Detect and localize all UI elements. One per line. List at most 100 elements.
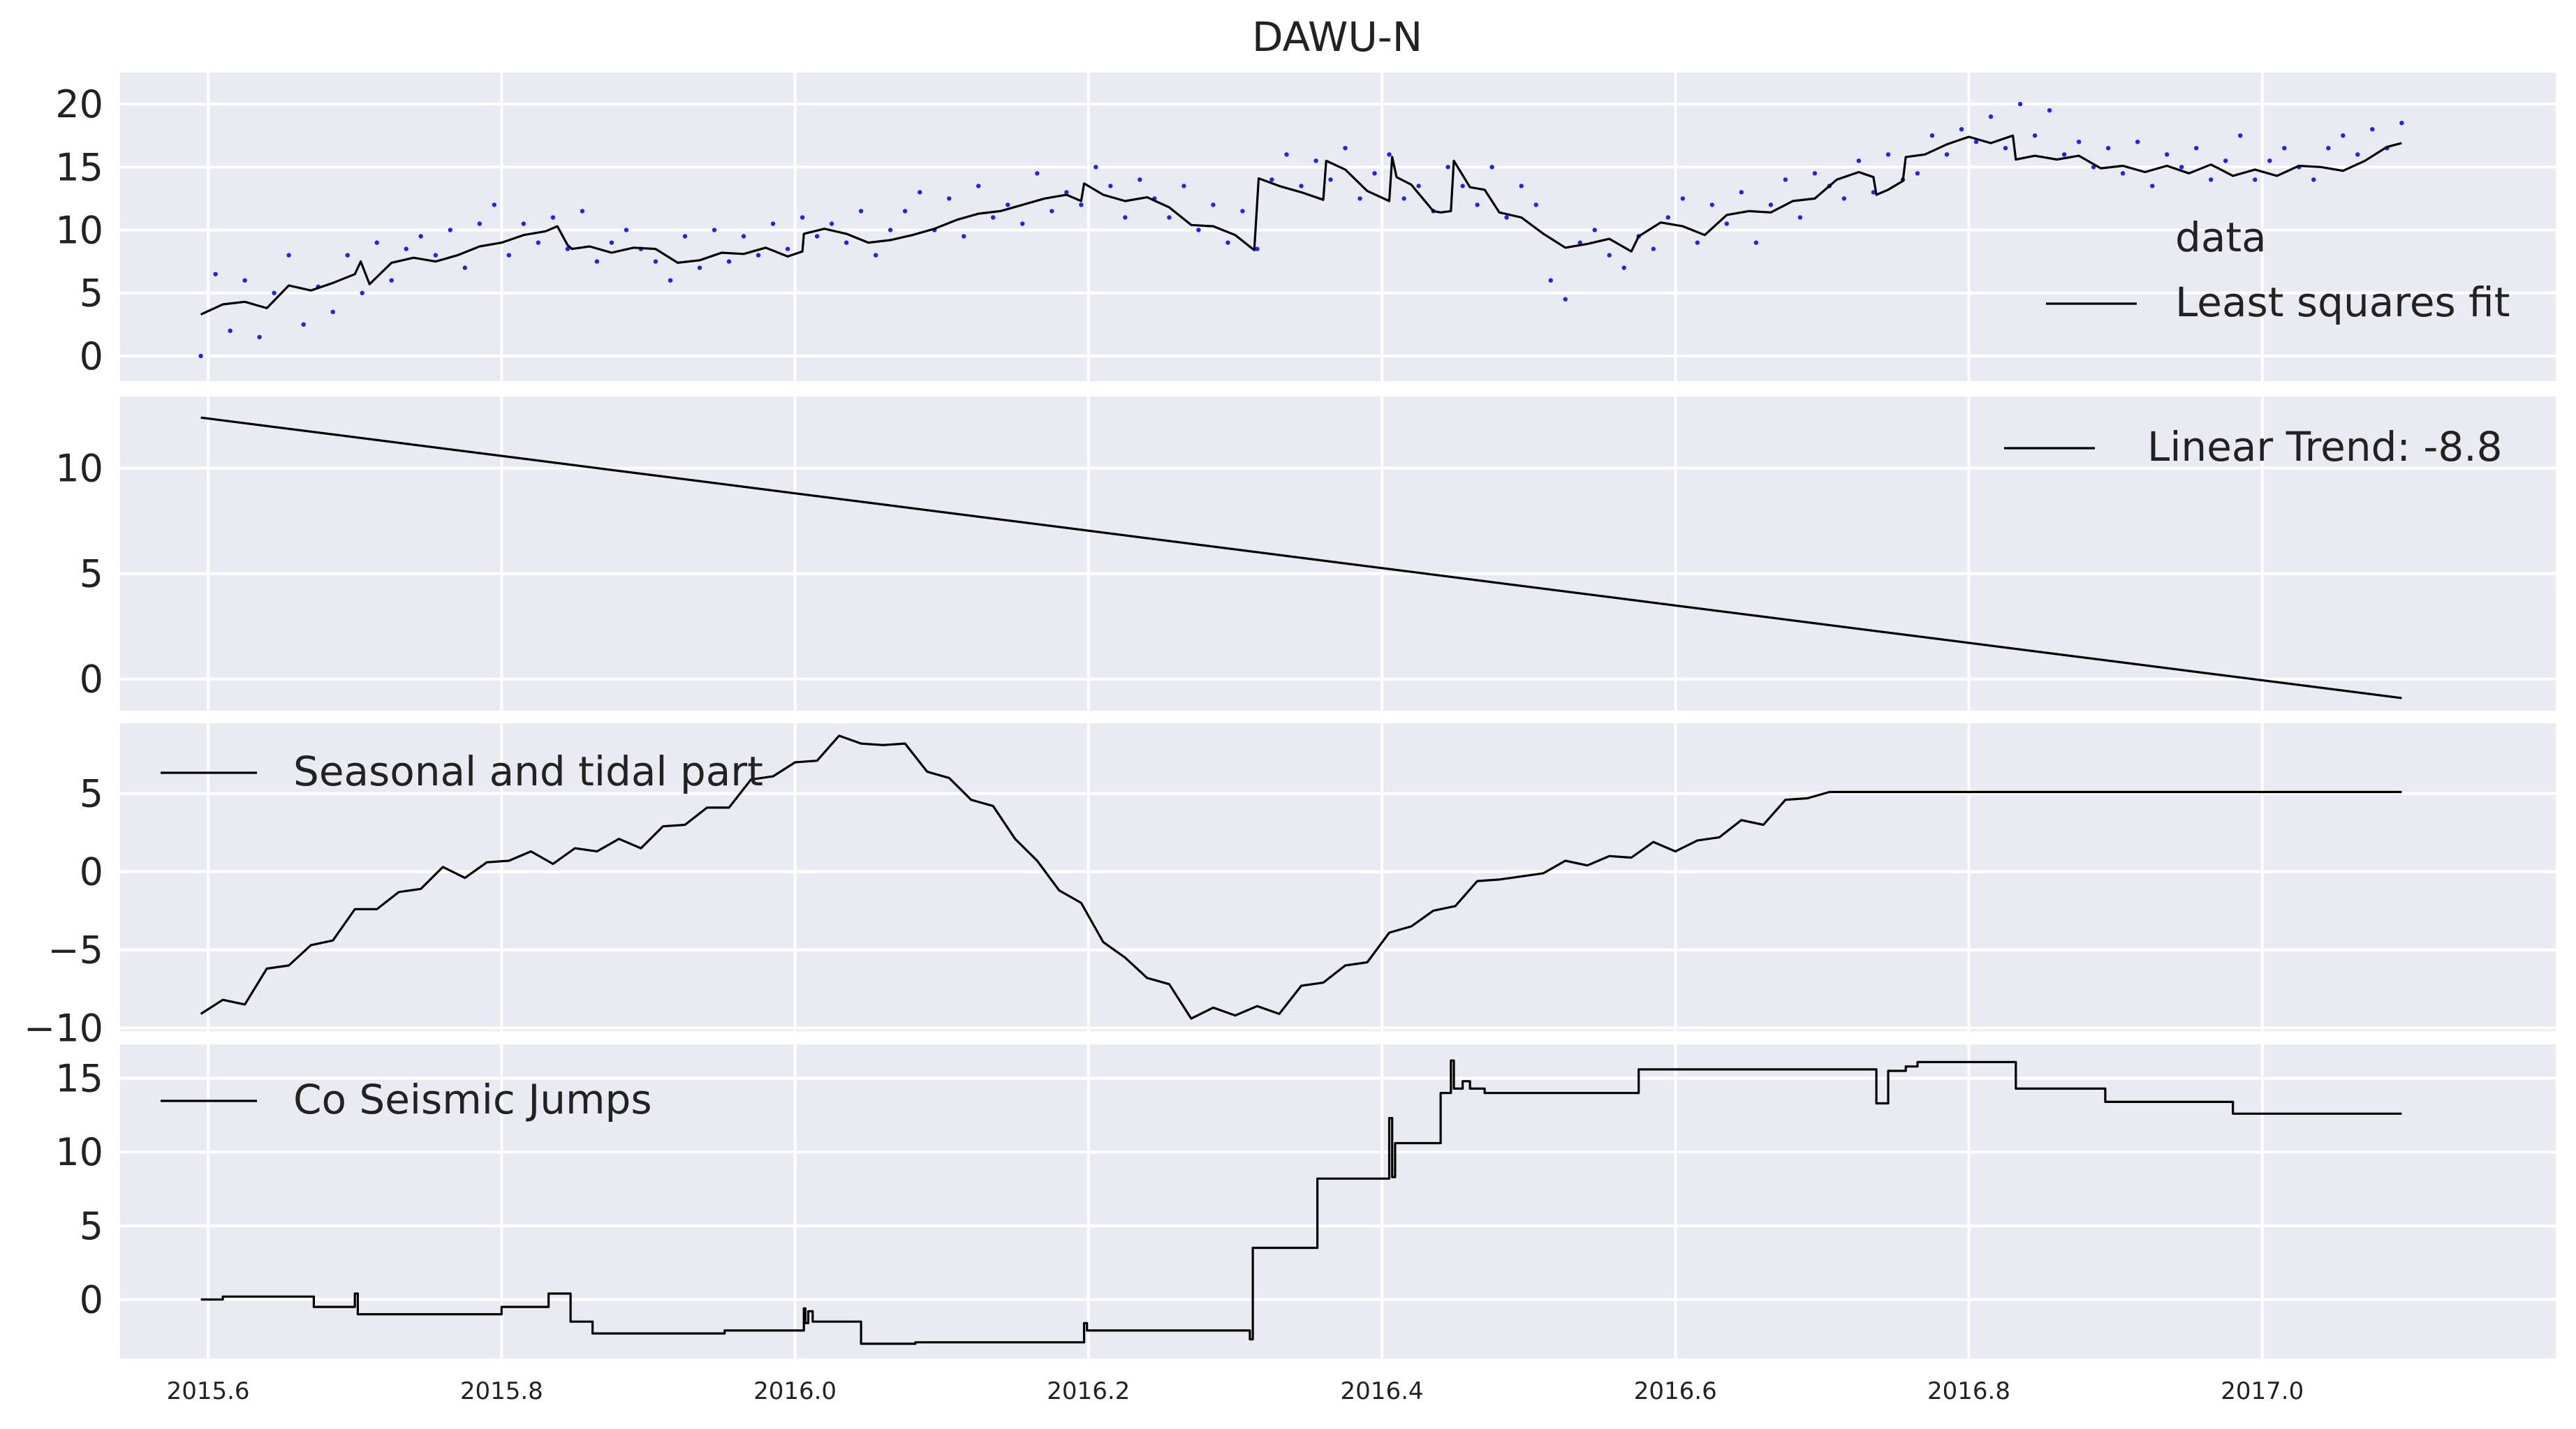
data-point — [2326, 146, 2331, 151]
data-point — [1372, 171, 1377, 176]
data-point — [2135, 140, 2140, 145]
data-point — [1211, 202, 1216, 207]
data-point — [1226, 240, 1230, 245]
data-point — [1475, 202, 1480, 207]
data-point — [580, 209, 585, 214]
data-point — [565, 246, 571, 251]
data-point — [918, 190, 922, 195]
data-point — [1753, 240, 1758, 245]
plot-area — [120, 397, 2556, 711]
data-point — [1020, 221, 1025, 226]
data-point — [1050, 209, 1054, 214]
data-point — [2120, 171, 2126, 176]
data-point — [947, 196, 952, 201]
data-point — [1548, 278, 1553, 283]
data-point — [785, 246, 790, 251]
data-point — [1196, 228, 1201, 232]
y-tick-label: −5 — [47, 928, 103, 972]
data-point — [1944, 152, 1950, 157]
data-point — [2399, 121, 2404, 126]
data-point — [1313, 158, 1318, 163]
y-tick-label: 20 — [55, 82, 103, 126]
data-point — [962, 234, 966, 239]
legend-label: Co Seismic Jumps — [293, 1076, 652, 1123]
data-point — [301, 322, 306, 327]
legend-label: Least squares fit — [2175, 279, 2510, 326]
data-point — [1797, 215, 1803, 220]
data-point — [1079, 202, 1084, 207]
data-point — [536, 240, 540, 245]
y-tick-label: 15 — [55, 1057, 103, 1101]
y-tick-label: 0 — [80, 1278, 103, 1321]
data-point — [1724, 221, 1729, 226]
data-point — [1182, 184, 1186, 188]
co-seismic-jumps-line — [200, 1059, 2402, 1345]
data-point — [1269, 177, 1274, 182]
data-point — [1401, 196, 1406, 201]
data-point — [668, 278, 673, 283]
data-point — [991, 215, 996, 220]
data-point — [2370, 127, 2375, 132]
data-point — [609, 240, 614, 245]
data-point — [1651, 246, 1656, 251]
data-point — [1387, 152, 1392, 157]
data-point — [404, 246, 409, 251]
data-point — [712, 228, 717, 232]
data-point — [2194, 146, 2199, 151]
x-tick-label: 2017.0 — [2221, 1377, 2304, 1405]
data-point — [1929, 133, 1935, 138]
data-point — [741, 234, 746, 239]
data-point — [1533, 202, 1538, 207]
legend: Co Seismic Jumps — [161, 1076, 652, 1123]
data-point — [2238, 133, 2243, 138]
plot-area — [120, 73, 2556, 381]
x-tick-label: 2016.6 — [1634, 1377, 1717, 1405]
x-tick-label: 2016.0 — [753, 1377, 837, 1405]
data-point — [1973, 140, 1979, 145]
data-point — [1563, 297, 1568, 302]
data-point — [2061, 152, 2067, 157]
y-tick-label: 0 — [80, 658, 103, 702]
data-point — [2311, 177, 2316, 182]
data-point — [624, 228, 629, 232]
data-point — [1621, 265, 1626, 270]
data-point — [1592, 228, 1597, 232]
data-point — [1240, 209, 1245, 214]
data-point — [1167, 215, 1172, 220]
data-point — [1504, 215, 1509, 220]
data-point — [1284, 152, 1289, 157]
y-tick-label: 0 — [80, 334, 103, 378]
data-point — [2209, 177, 2214, 182]
y-tick-label: 5 — [80, 552, 103, 596]
data-point — [418, 234, 423, 239]
legend: Seasonal and tidal part — [161, 748, 763, 795]
data-point — [1519, 184, 1524, 188]
data-point — [360, 290, 365, 295]
data-point — [1138, 177, 1142, 182]
data-point — [506, 253, 511, 258]
y-tick-label: 0 — [80, 850, 103, 894]
data-point — [1812, 171, 1818, 176]
y-tick-label: 10 — [55, 447, 103, 491]
data-point — [257, 334, 262, 340]
panel-3: −10 −5 0 5 Seasonal and tidal part — [24, 723, 2556, 1051]
data-point — [1695, 240, 1700, 245]
data-point — [1885, 152, 1891, 157]
data-point — [682, 234, 688, 239]
data-point — [1489, 165, 1494, 170]
data-point — [653, 259, 658, 264]
data-point — [888, 228, 893, 232]
data-point — [2165, 152, 2170, 157]
data-point — [2267, 158, 2272, 163]
panels: 0 5 10 15 20 data Least squares fit 0 5 10 Linear … — [24, 73, 2556, 1405]
legend: data Least squares fit — [2046, 214, 2510, 326]
legend: Linear Trend: -8.8 — [2004, 423, 2503, 471]
data-point — [374, 240, 379, 245]
data-point — [1988, 114, 1994, 119]
data-point — [433, 253, 438, 258]
data-point — [330, 309, 335, 314]
data-point — [1255, 246, 1260, 251]
data-point — [1416, 184, 1421, 188]
data-point — [1915, 171, 1920, 176]
data-point — [2003, 146, 2008, 151]
